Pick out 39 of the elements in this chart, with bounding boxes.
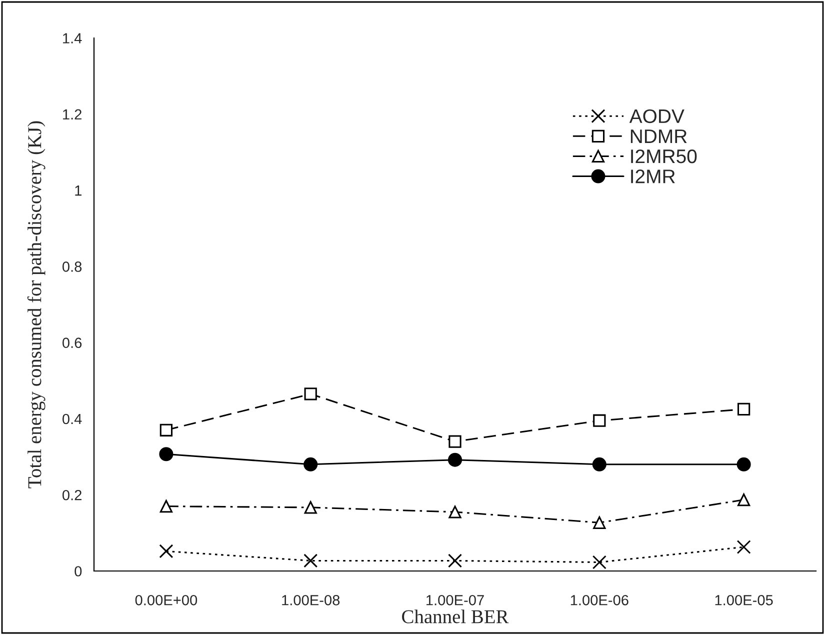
legend-label: I2MR (631, 170, 675, 184)
point (593, 516, 606, 529)
point (736, 540, 751, 554)
legend-label: I2MR50 (631, 149, 697, 164)
y-axis-title: Total energy consumed for path-discovery (KJ) (27, 121, 46, 488)
point (304, 457, 318, 472)
x-tick-label: 1.00E-06 (570, 594, 628, 606)
x-tick-label: 1.00E-07 (426, 594, 484, 606)
legend-label: NDMR (630, 130, 687, 143)
point (304, 388, 317, 400)
point (448, 554, 462, 568)
point (737, 493, 750, 506)
point (304, 554, 318, 568)
point (592, 457, 606, 472)
y-tick-label: 0.4 (62, 414, 82, 424)
point (737, 402, 750, 416)
y-tick-label: 1.4 (63, 33, 82, 44)
y-tick-label: 0.8 (62, 262, 82, 272)
x-tick-label: 0.00E+00 (135, 594, 198, 606)
point (159, 544, 174, 558)
point (592, 555, 606, 570)
point (304, 501, 317, 514)
point (448, 435, 462, 448)
point (448, 506, 462, 518)
x-axis-title: Channel BER (402, 610, 509, 624)
y-tick-label: 0 (74, 566, 82, 576)
point (160, 424, 173, 436)
point (448, 452, 462, 467)
point (160, 500, 173, 513)
point (736, 457, 751, 472)
y-tick-label: 1.2 (63, 109, 82, 120)
x-tick-label: 1.00E-05 (715, 594, 773, 606)
y-tick-label: 1 (75, 186, 82, 196)
point (593, 414, 606, 427)
legend-label: AODV (629, 109, 684, 124)
y-tick-label: 0.2 (62, 490, 82, 500)
y-tick-label: 0.6 (62, 338, 82, 348)
point (159, 447, 174, 462)
x-tick-label: 1.00E-08 (282, 594, 340, 606)
